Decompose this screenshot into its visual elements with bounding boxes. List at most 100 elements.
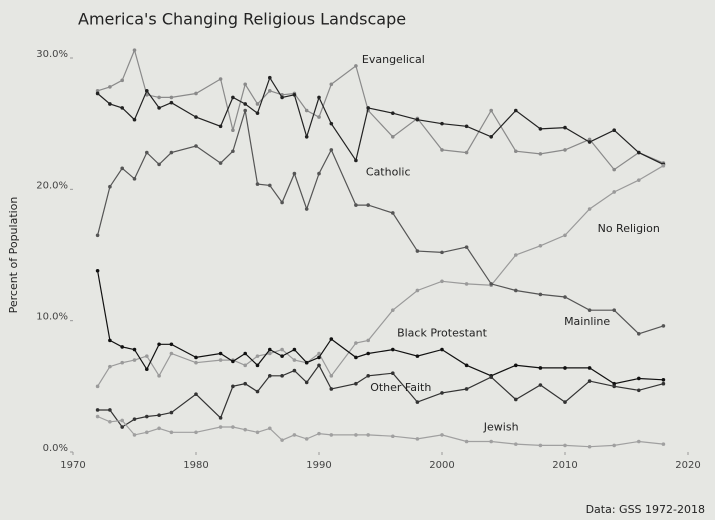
data-point xyxy=(304,380,309,385)
data-point xyxy=(108,408,112,412)
data-point xyxy=(514,149,518,154)
data-point xyxy=(268,347,272,352)
data-point xyxy=(514,288,518,293)
data-point xyxy=(120,425,124,429)
data-point xyxy=(231,149,235,154)
data-point xyxy=(132,117,137,122)
data-point xyxy=(538,366,543,370)
data-point xyxy=(280,438,284,442)
data-point xyxy=(317,431,321,436)
data-point xyxy=(108,85,112,89)
data-point xyxy=(108,419,112,424)
data-point xyxy=(391,111,395,115)
data-point xyxy=(415,354,420,358)
data-point xyxy=(194,144,198,148)
data-point xyxy=(354,158,358,163)
data-point xyxy=(391,371,395,376)
data-point xyxy=(440,148,444,152)
data-point xyxy=(280,200,284,205)
data-point xyxy=(612,381,616,386)
chart-title: America's Changing Religious Landscape xyxy=(78,10,406,29)
x-tick-label: 2020 xyxy=(675,460,700,471)
data-point xyxy=(268,89,272,93)
data-point xyxy=(366,351,371,356)
data-point xyxy=(194,360,198,365)
data-point xyxy=(255,354,260,358)
data-point xyxy=(169,430,174,435)
data-point xyxy=(95,233,100,238)
data-point xyxy=(514,442,518,446)
data-point xyxy=(304,135,309,139)
data-point xyxy=(329,121,334,126)
data-point xyxy=(661,377,666,382)
data-point xyxy=(440,347,444,352)
series-label: Evangelical xyxy=(362,53,425,66)
data-point xyxy=(169,100,174,105)
data-point xyxy=(366,106,371,110)
y-tick-label: 30.0% xyxy=(36,49,68,60)
data-point xyxy=(157,106,161,110)
data-point xyxy=(145,430,149,435)
data-point xyxy=(218,358,223,362)
data-point xyxy=(157,413,161,418)
y-tick-label: 10.0% xyxy=(36,312,68,323)
data-point xyxy=(329,374,334,378)
data-point xyxy=(366,203,371,207)
data-point xyxy=(587,140,592,144)
series-line xyxy=(97,165,664,387)
data-point xyxy=(354,203,358,207)
data-point xyxy=(415,400,420,404)
data-point xyxy=(120,78,124,83)
data-point xyxy=(243,351,247,356)
data-point xyxy=(157,342,161,347)
data-point xyxy=(268,75,272,80)
data-point xyxy=(489,282,494,286)
data-point xyxy=(317,95,321,100)
data-point xyxy=(391,434,395,439)
series-label: Mainline xyxy=(564,315,610,328)
data-point xyxy=(514,108,518,113)
x-tick-label: 1980 xyxy=(183,460,208,471)
data-point xyxy=(612,443,616,448)
data-point xyxy=(587,444,592,449)
data-point xyxy=(391,211,395,215)
data-point xyxy=(169,342,174,347)
data-point xyxy=(661,324,666,328)
data-point xyxy=(587,308,592,312)
data-point xyxy=(637,150,641,155)
data-point xyxy=(132,417,137,421)
data-point xyxy=(612,308,616,312)
data-point xyxy=(661,163,666,168)
data-point xyxy=(514,397,518,402)
data-point xyxy=(354,64,358,68)
data-point xyxy=(464,363,469,368)
data-point xyxy=(243,108,247,113)
data-point xyxy=(538,383,543,387)
data-point xyxy=(489,375,494,379)
data-point xyxy=(218,351,223,356)
data-point xyxy=(169,95,174,100)
data-point xyxy=(120,418,124,423)
data-point xyxy=(612,128,616,133)
data-point xyxy=(489,135,494,139)
data-point xyxy=(661,381,666,386)
data-point xyxy=(317,363,321,368)
data-point xyxy=(157,426,161,431)
y-tick-label: 0.0% xyxy=(43,443,68,454)
data-point xyxy=(563,366,567,370)
data-point xyxy=(354,433,358,437)
data-point xyxy=(145,367,149,372)
data-point xyxy=(304,360,309,365)
data-point xyxy=(243,82,247,87)
data-point xyxy=(329,148,334,152)
data-point xyxy=(218,416,223,420)
data-point xyxy=(391,308,395,312)
series-line xyxy=(97,415,664,448)
data-point xyxy=(280,354,284,358)
data-point xyxy=(145,354,149,358)
data-point xyxy=(415,437,420,441)
data-point xyxy=(489,439,494,444)
data-point xyxy=(108,102,112,106)
data-point xyxy=(415,117,420,122)
data-point xyxy=(120,360,124,365)
